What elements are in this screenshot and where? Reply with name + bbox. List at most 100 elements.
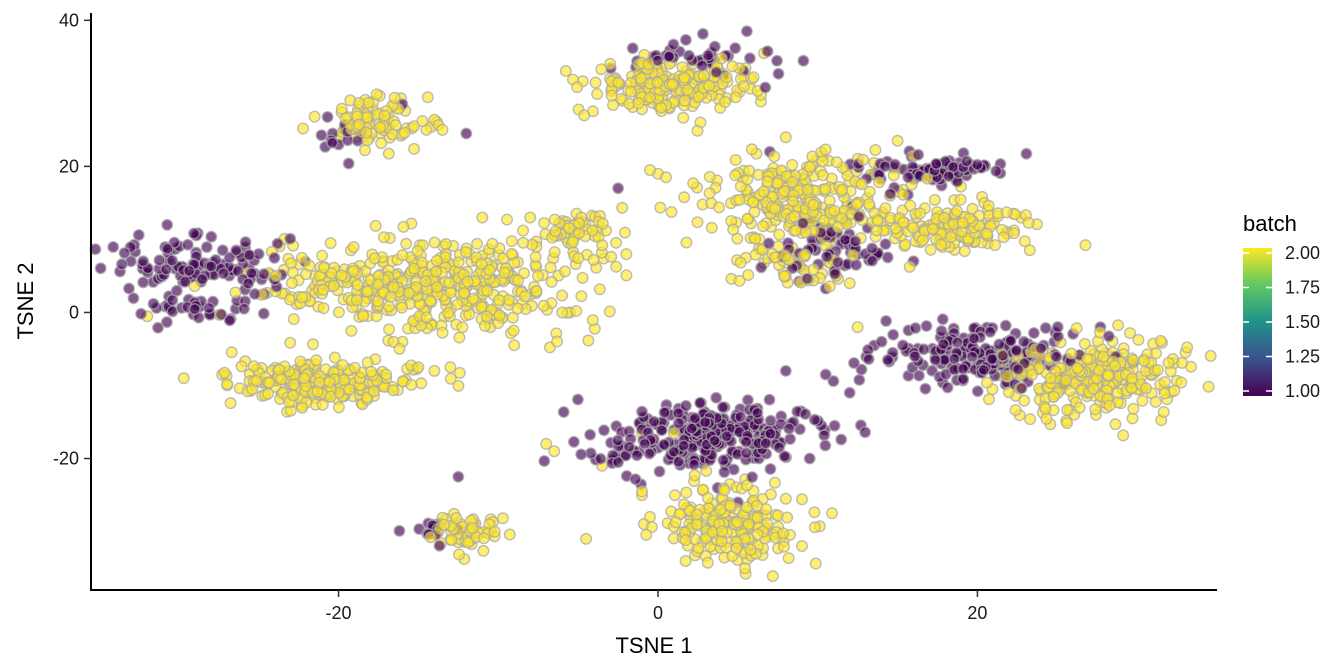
data-point — [658, 438, 671, 451]
data-point — [632, 97, 645, 110]
data-point — [1127, 354, 1140, 367]
data-point — [1102, 330, 1115, 343]
data-point — [803, 160, 816, 173]
data-point — [1162, 356, 1175, 369]
data-point — [551, 335, 564, 348]
data-point — [997, 231, 1010, 244]
data-point — [374, 121, 387, 134]
data-point — [941, 381, 954, 394]
data-point — [839, 233, 852, 246]
data-point — [771, 54, 784, 67]
data-point — [678, 191, 691, 204]
data-point — [517, 224, 530, 237]
data-point — [147, 297, 160, 310]
data-point — [325, 267, 338, 280]
data-point — [387, 281, 400, 294]
data-point — [477, 544, 490, 557]
data-point — [869, 143, 882, 156]
y-tick-label: 40 — [59, 10, 79, 30]
data-point — [371, 295, 384, 308]
data-point — [826, 507, 839, 520]
data-point — [999, 319, 1012, 332]
data-point — [353, 118, 366, 131]
data-point — [445, 534, 458, 547]
data-point — [636, 485, 649, 498]
data-point — [778, 540, 791, 553]
data-point — [237, 302, 250, 315]
data-point — [223, 251, 236, 264]
data-point — [849, 235, 862, 248]
data-point — [786, 176, 799, 189]
data-point — [248, 288, 261, 301]
data-point — [879, 202, 892, 215]
data-point — [784, 433, 797, 446]
data-point — [914, 207, 927, 220]
colorbar-tick-label: 1.50 — [1285, 312, 1320, 332]
data-point — [137, 276, 150, 289]
data-point — [1097, 350, 1110, 363]
y-ticks: -20 0 20 40 — [53, 10, 91, 469]
data-point — [439, 237, 452, 250]
data-point — [453, 366, 466, 379]
data-point — [170, 284, 183, 297]
data-point — [575, 290, 588, 303]
data-point — [1024, 413, 1037, 426]
data-point — [680, 236, 693, 249]
data-point — [1127, 402, 1140, 415]
data-point — [1149, 395, 1162, 408]
data-point — [640, 528, 653, 541]
data-point — [692, 90, 705, 103]
data-point — [651, 76, 664, 89]
data-point — [224, 397, 237, 410]
data-point — [239, 236, 252, 249]
data-point — [408, 142, 421, 155]
data-point — [853, 373, 866, 386]
data-point — [296, 291, 309, 304]
data-point — [681, 83, 694, 96]
data-point — [741, 501, 754, 514]
data-point — [395, 301, 408, 314]
data-point — [850, 198, 863, 211]
data-point — [1034, 342, 1047, 355]
data-point — [685, 422, 698, 435]
data-point — [875, 335, 888, 348]
data-point — [739, 562, 752, 575]
data-point — [556, 306, 569, 319]
data-point — [887, 169, 900, 182]
data-point — [316, 249, 329, 262]
data-point — [503, 528, 516, 541]
data-point — [604, 57, 617, 70]
data-point — [665, 205, 678, 218]
data-point — [740, 25, 753, 38]
data-point — [921, 172, 934, 185]
data-point — [644, 163, 657, 176]
data-point — [1157, 406, 1170, 419]
data-point — [481, 284, 494, 297]
data-point — [809, 557, 822, 570]
data-point — [781, 511, 794, 524]
data-point — [852, 210, 865, 223]
data-point — [667, 38, 680, 51]
data-point — [881, 353, 894, 366]
data-point — [563, 221, 576, 234]
data-point — [808, 506, 821, 519]
data-point — [697, 69, 710, 82]
data-point — [957, 373, 970, 386]
data-point — [887, 328, 900, 341]
data-point — [336, 359, 349, 372]
data-point — [990, 165, 1003, 178]
data-point — [230, 244, 243, 257]
data-point — [393, 524, 406, 537]
data-point — [913, 369, 926, 382]
data-point — [666, 78, 679, 91]
data-point — [1018, 394, 1031, 407]
data-point — [996, 349, 1009, 362]
data-point — [396, 249, 409, 262]
data-point — [819, 143, 832, 156]
data-point — [903, 260, 916, 273]
data-point — [881, 251, 894, 264]
data-point — [699, 416, 712, 429]
data-point — [1009, 404, 1022, 417]
data-point — [642, 58, 655, 71]
data-point — [375, 137, 388, 150]
